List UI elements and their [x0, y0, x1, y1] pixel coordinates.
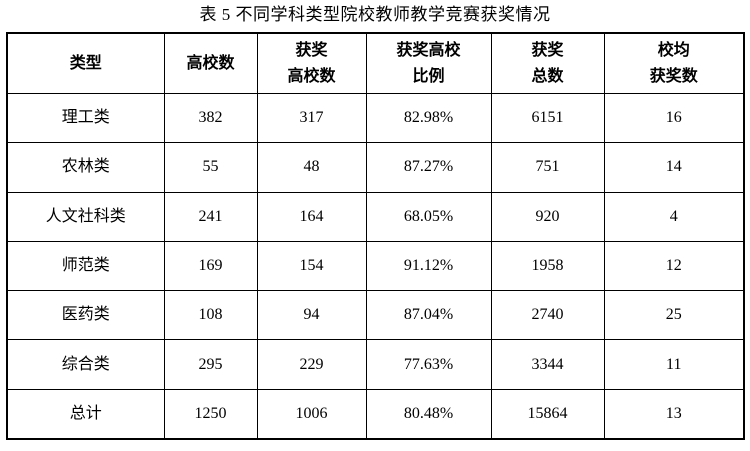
table-cell: 317: [256, 92, 367, 144]
table-row-total: 总计 1250 1006 80.48% 15864 13: [6, 388, 745, 440]
header-cell-type: 类型: [6, 32, 165, 94]
header-cell-awarded-ratio: 获奖高校 比例: [365, 32, 492, 94]
header-cell-avg-awards-per-school: 校均 获奖数: [603, 32, 745, 94]
table-cell: 1250: [163, 388, 258, 440]
table-cell: 14: [603, 142, 745, 193]
row-label: 总计: [6, 388, 165, 440]
award-statistics-table: 类型 高校数 获奖 高校数 获奖高校 比例 获奖 总数 校均 获奖数 理工类 3…: [6, 32, 745, 441]
table-cell: 2740: [490, 290, 605, 341]
table-cell: 4: [603, 191, 745, 242]
table-cell: 68.05%: [365, 191, 492, 242]
table-cell: 154: [256, 240, 367, 292]
table-cell: 11: [603, 339, 745, 390]
table-cell: 6151: [490, 92, 605, 144]
row-label: 理工类: [6, 92, 165, 144]
table-row: 医药类 108 94 87.04% 2740 25: [6, 290, 745, 341]
row-label: 师范类: [6, 240, 165, 292]
table-title: 表 5 不同学科类型院校教师教学竞赛获奖情况: [199, 5, 551, 24]
table-row: 师范类 169 154 91.12% 1958 12: [6, 240, 745, 292]
table-row: 农林类 55 48 87.27% 751 14: [6, 142, 745, 193]
header-row: 类型 高校数 获奖 高校数 获奖高校 比例 获奖 总数 校均 获奖数: [6, 32, 745, 94]
table-cell: 87.27%: [365, 142, 492, 193]
table-cell: 94: [256, 290, 367, 341]
table-cell: 1006: [256, 388, 367, 440]
table-cell: 13: [603, 388, 745, 440]
header-cell-total-awards: 获奖 总数: [490, 32, 605, 94]
table-cell: 15864: [490, 388, 605, 440]
table-cell: 3344: [490, 339, 605, 390]
table-cell: 77.63%: [365, 339, 492, 390]
table-cell: 241: [163, 191, 258, 242]
document-page: 表 5 不同学科类型院校教师教学竞赛获奖情况 类型 高校数 获奖 高校数 获奖高…: [6, 5, 745, 441]
table-cell: 91.12%: [365, 240, 492, 292]
table-cell: 55: [163, 142, 258, 193]
table-cell: 48: [256, 142, 367, 193]
table-cell: 80.48%: [365, 388, 492, 440]
table-cell: 87.04%: [365, 290, 492, 341]
table-cell: 169: [163, 240, 258, 292]
table-cell: 82.98%: [365, 92, 492, 144]
table-cell: 1958: [490, 240, 605, 292]
row-label: 综合类: [6, 339, 165, 390]
row-label: 医药类: [6, 290, 165, 341]
table-row: 人文社科类 241 164 68.05% 920 4: [6, 191, 745, 242]
table-cell: 164: [256, 191, 367, 242]
table-row: 综合类 295 229 77.63% 3344 11: [6, 339, 745, 390]
table-cell: 16: [603, 92, 745, 144]
table-row: 理工类 382 317 82.98% 6151 16: [6, 92, 745, 144]
header-cell-awarded-university-count: 获奖 高校数: [256, 32, 367, 94]
table-cell: 382: [163, 92, 258, 144]
row-label: 农林类: [6, 142, 165, 193]
table-cell: 295: [163, 339, 258, 390]
table-cell: 12: [603, 240, 745, 292]
table-cell: 751: [490, 142, 605, 193]
table-cell: 920: [490, 191, 605, 242]
table-cell: 25: [603, 290, 745, 341]
table-cell: 108: [163, 290, 258, 341]
header-cell-university-count: 高校数: [163, 32, 258, 94]
table-cell: 229: [256, 339, 367, 390]
row-label: 人文社科类: [6, 191, 165, 242]
